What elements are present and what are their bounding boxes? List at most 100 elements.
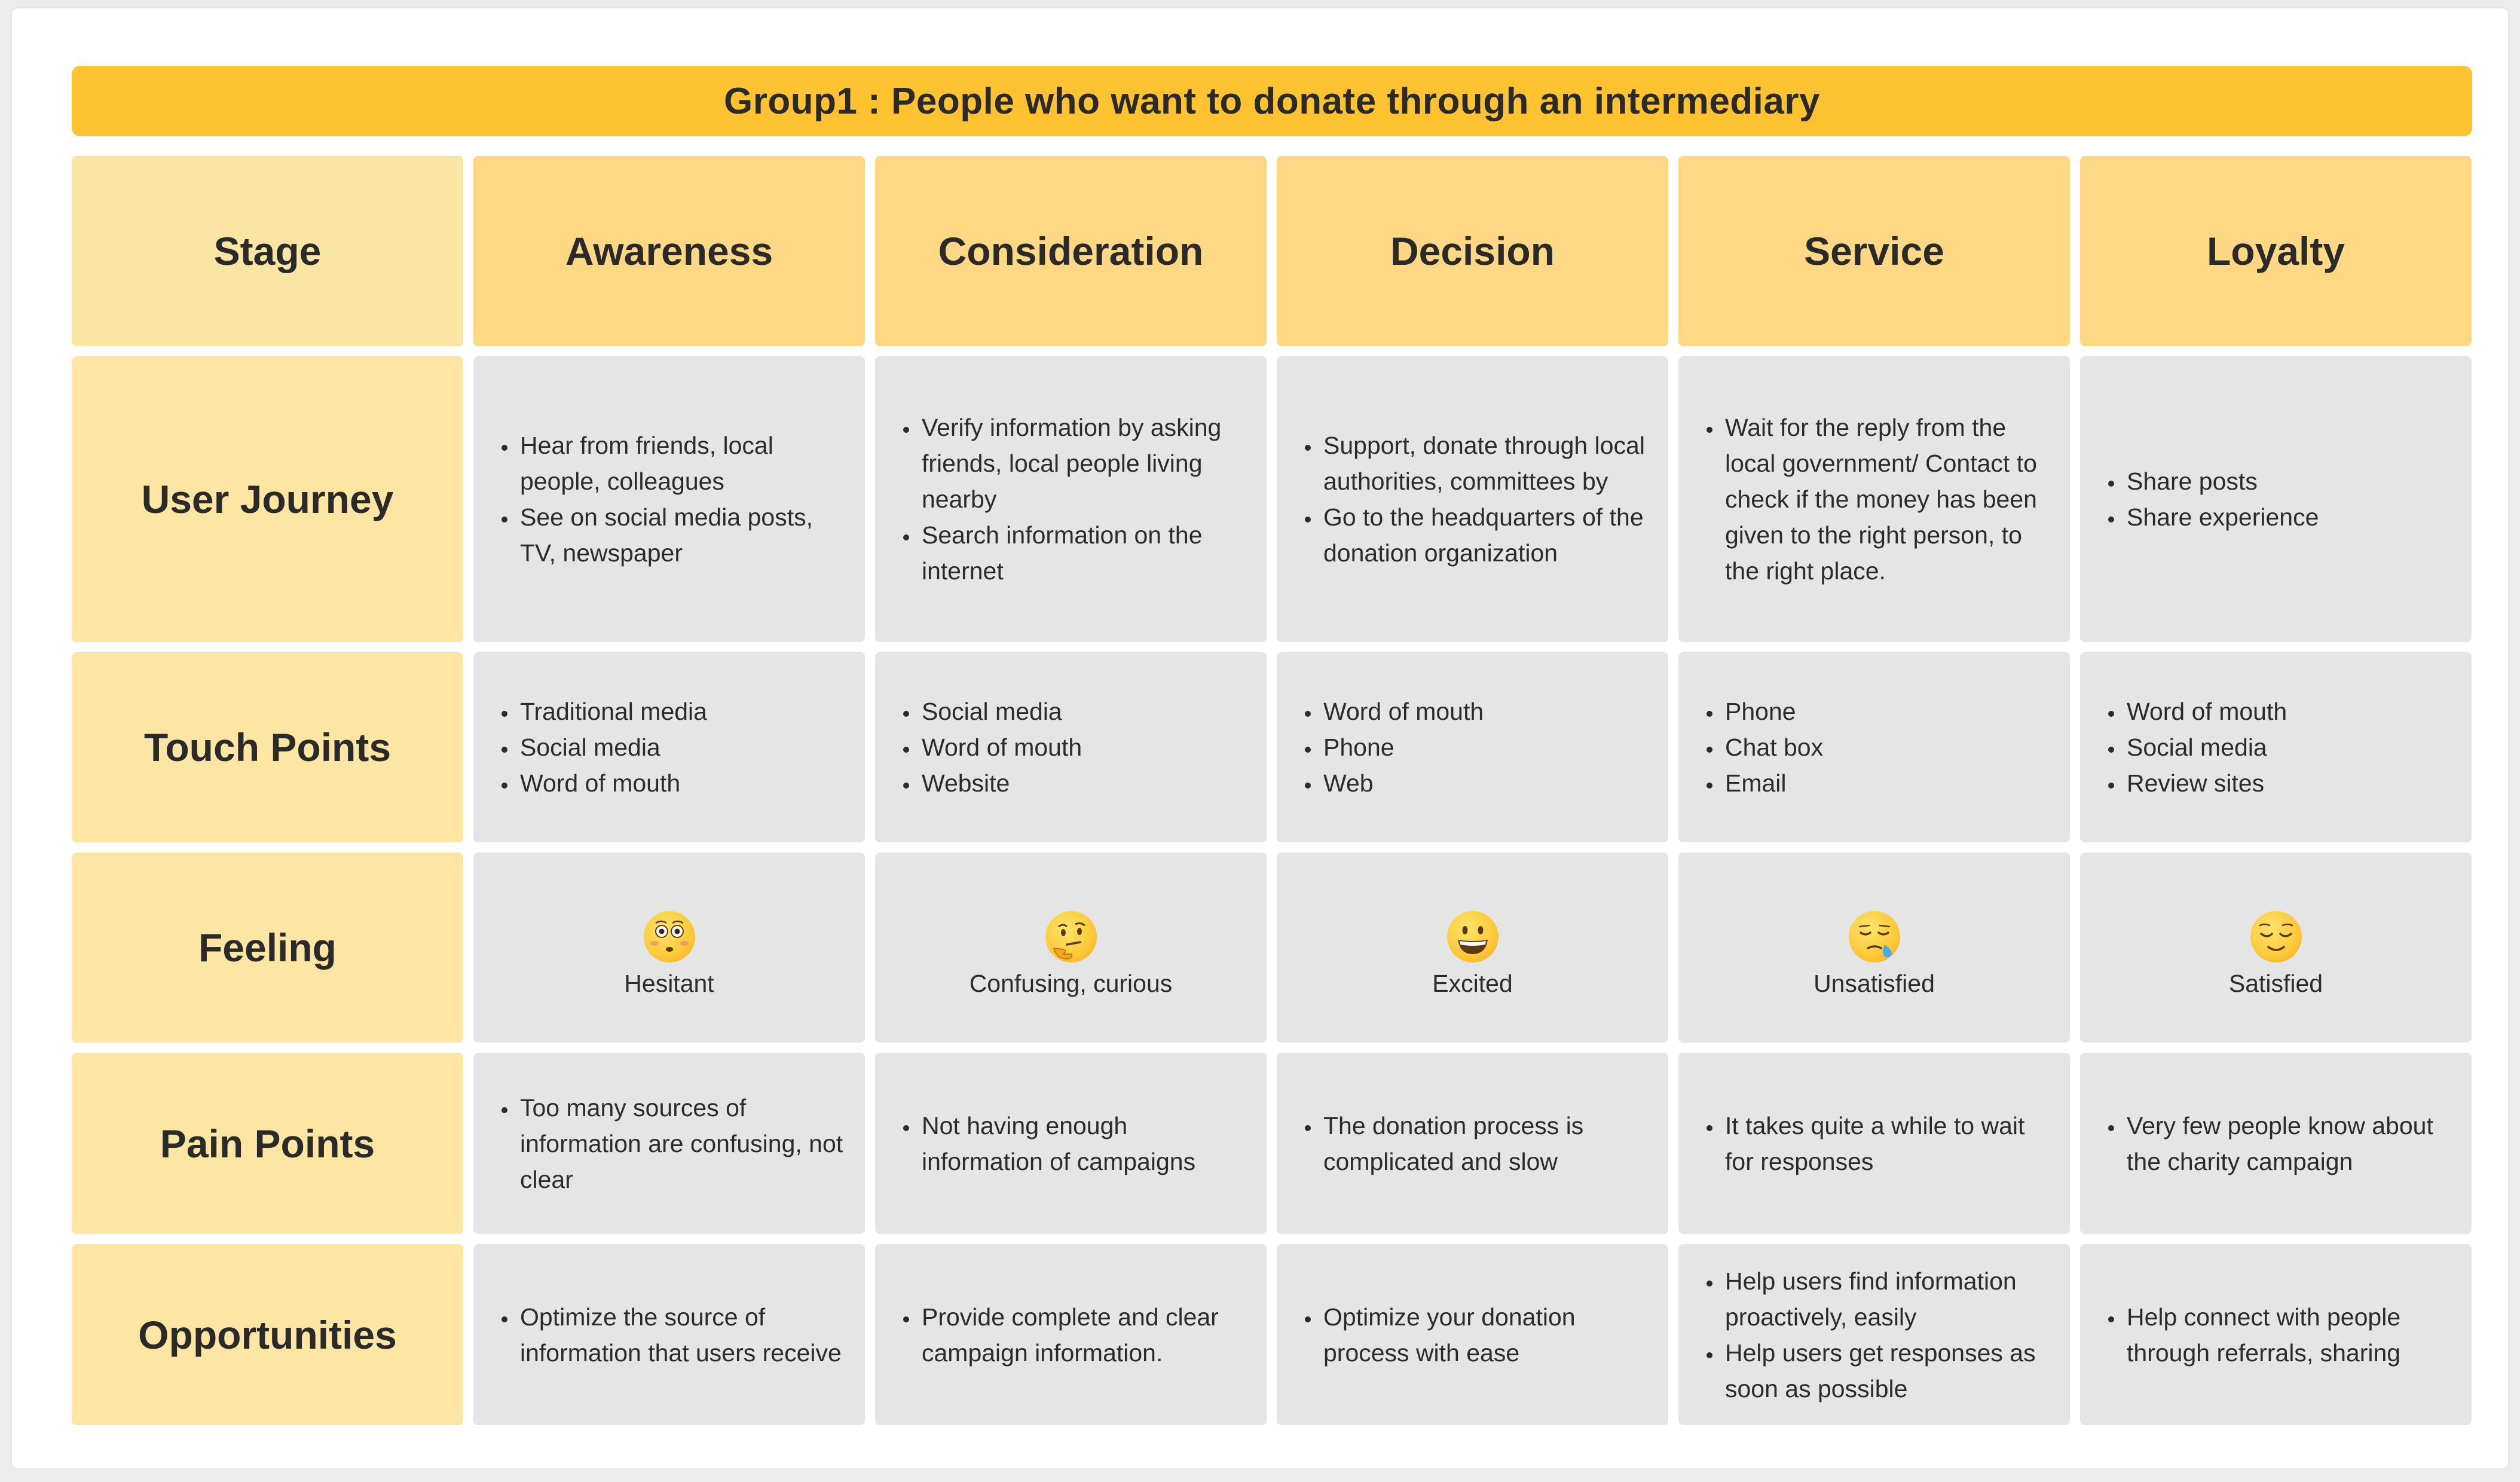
row-label-text: Opportunities — [138, 1312, 397, 1357]
stage-header-label: Loyalty — [2206, 229, 2345, 273]
bullet-list: Social media Word of mouth Website — [892, 693, 1082, 801]
feeling-label: Confusing, curious — [969, 969, 1173, 997]
list-item: Not having enough information of campaig… — [919, 1108, 1253, 1180]
title-bar: Group1 : People who want to donate throu… — [72, 66, 2472, 136]
opportunities-awareness-cell: Optimize the source of information that … — [473, 1244, 865, 1425]
touch-points-awareness-cell: Traditional media Social media Word of m… — [473, 652, 865, 842]
touch-points-service-cell: Phone Chat box Email — [1678, 652, 2070, 842]
pain-points-decision-cell: The donation process is complicated and … — [1277, 1053, 1668, 1234]
list-item: Website — [919, 765, 1082, 801]
stage-header-label: Decision — [1390, 229, 1555, 273]
touch-points-consideration-cell: Social media Word of mouth Website — [875, 652, 1267, 842]
stage-header-label: Service — [1804, 229, 1944, 273]
list-item: Too many sources of information are conf… — [518, 1090, 852, 1197]
list-item: Word of mouth — [919, 729, 1082, 765]
relieved-face-icon — [2250, 910, 2302, 962]
list-item: Word of mouth — [2124, 693, 2287, 729]
pain-points-loyalty-cell: Very few people know about the charity c… — [2080, 1053, 2472, 1234]
stage-header-loyalty: Loyalty — [2080, 156, 2472, 346]
journey-map-card: Group1 : People who want to donate throu… — [12, 8, 2508, 1468]
opportunities-service-cell: Help users find information proactively,… — [1678, 1244, 2070, 1425]
list-item: Help connect with people through referra… — [2124, 1299, 2458, 1371]
list-item: Provide complete and clear campaign info… — [919, 1299, 1253, 1371]
stage-corner-label: Stage — [213, 229, 322, 273]
bullet-list: Hear from friends, local people, colleag… — [490, 427, 852, 571]
user-journey-loyalty-cell: Share posts Share experience — [2080, 356, 2472, 642]
bullet-list: Share posts Share experience — [2097, 463, 2319, 535]
bullet-list: Not having enough information of campaig… — [892, 1108, 1253, 1180]
list-item: Phone — [1723, 693, 1823, 729]
row-label-text: Feeling — [198, 925, 337, 970]
feeling-service-cell: Unsatisfied — [1678, 852, 2070, 1043]
stage-header-consideration: Consideration — [875, 156, 1267, 346]
touch-points-decision-cell: Word of mouth Phone Web — [1277, 652, 1668, 842]
touch-points-loyalty-cell: Word of mouth Social media Review sites — [2080, 652, 2472, 842]
feeling-decision-cell: Excited — [1277, 852, 1668, 1043]
bullet-list: Help users find information proactively,… — [1695, 1263, 2057, 1407]
list-item: Share posts — [2124, 463, 2319, 499]
opportunities-consideration-cell: Provide complete and clear campaign info… — [875, 1244, 1267, 1425]
bullet-list: It takes quite a while to wait for respo… — [1695, 1108, 2057, 1180]
list-item: Very few people know about the charity c… — [2124, 1108, 2458, 1180]
bullet-list: Support, donate through local authoritie… — [1293, 427, 1655, 571]
flushed-face-icon — [643, 910, 695, 962]
list-item: Go to the headquarters of the donation o… — [1321, 499, 1655, 571]
list-item: Verify information by asking friends, lo… — [919, 410, 1253, 517]
bullet-list: Word of mouth Phone Web — [1293, 693, 1484, 801]
row-label-opportunities: Opportunities — [72, 1244, 463, 1425]
feeling-label: Excited — [1432, 969, 1513, 997]
list-item: Support, donate through local authoritie… — [1321, 427, 1655, 499]
list-item: Email — [1723, 765, 1823, 801]
list-item: Search information on the internet — [919, 517, 1253, 589]
list-item: The donation process is complicated and … — [1321, 1108, 1655, 1180]
pain-points-service-cell: It takes quite a while to wait for respo… — [1678, 1053, 2070, 1234]
journey-map-grid: Stage Awareness Consideration Decision S… — [72, 156, 2472, 1428]
list-item: Web — [1321, 765, 1484, 801]
thinking-face-icon — [1045, 910, 1097, 962]
list-item: Review sites — [2124, 765, 2287, 801]
feeling-label: Unsatisfied — [1813, 969, 1935, 997]
row-label-feeling: Feeling — [72, 852, 463, 1043]
list-item: Help users get responses as soon as poss… — [1723, 1335, 2057, 1407]
list-item: Optimize the source of information that … — [518, 1299, 852, 1371]
bullet-list: Word of mouth Social media Review sites — [2097, 693, 2287, 801]
list-item: Share experience — [2124, 499, 2319, 535]
pain-points-consideration-cell: Not having enough information of campaig… — [875, 1053, 1267, 1234]
list-item: Word of mouth — [518, 765, 707, 801]
opportunities-loyalty-cell: Help connect with people through referra… — [2080, 1244, 2472, 1425]
row-label-text: Pain Points — [160, 1121, 375, 1166]
opportunities-decision-cell: Optimize your donation process with ease — [1277, 1244, 1668, 1425]
sleepy-face-icon — [1848, 910, 1900, 962]
list-item: Wait for the reply from the local govern… — [1723, 410, 2057, 589]
user-journey-consideration-cell: Verify information by asking friends, lo… — [875, 356, 1267, 642]
bullet-list: Optimize the source of information that … — [490, 1299, 852, 1371]
feeling-loyalty-cell: Satisfied — [2080, 852, 2472, 1043]
pain-points-awareness-cell: Too many sources of information are conf… — [473, 1053, 865, 1234]
stage-header-label: Awareness — [565, 229, 773, 273]
list-item: Chat box — [1723, 729, 1823, 765]
stage-header-label: Consideration — [938, 229, 1204, 273]
bullet-list: Wait for the reply from the local govern… — [1695, 410, 2057, 589]
bullet-list: Traditional media Social media Word of m… — [490, 693, 707, 801]
list-item: It takes quite a while to wait for respo… — [1723, 1108, 2057, 1180]
stage-header-decision: Decision — [1277, 156, 1668, 346]
row-label-pain-points: Pain Points — [72, 1053, 463, 1234]
user-journey-service-cell: Wait for the reply from the local govern… — [1678, 356, 2070, 642]
list-item: See on social media posts, TV, newspaper — [518, 499, 852, 571]
user-journey-decision-cell: Support, donate through local authoritie… — [1277, 356, 1668, 642]
feeling-awareness-cell: Hesitant — [473, 852, 865, 1043]
list-item: Word of mouth — [1321, 693, 1484, 729]
stage-header-service: Service — [1678, 156, 2070, 346]
bullet-list: The donation process is complicated and … — [1293, 1108, 1655, 1180]
list-item: Phone — [1321, 729, 1484, 765]
stage-header-awareness: Awareness — [473, 156, 865, 346]
row-label-text: User Journey — [141, 477, 394, 521]
user-journey-awareness-cell: Hear from friends, local people, colleag… — [473, 356, 865, 642]
list-item: Optimize your donation process with ease — [1321, 1299, 1655, 1371]
bullet-list: Phone Chat box Email — [1695, 693, 1823, 801]
bullet-list: Too many sources of information are conf… — [490, 1090, 852, 1197]
feeling-label: Satisfied — [2228, 969, 2323, 997]
page-title: Group1 : People who want to donate throu… — [724, 80, 1820, 122]
feeling-label: Hesitant — [624, 969, 714, 997]
feeling-consideration-cell: Confusing, curious — [875, 852, 1267, 1043]
